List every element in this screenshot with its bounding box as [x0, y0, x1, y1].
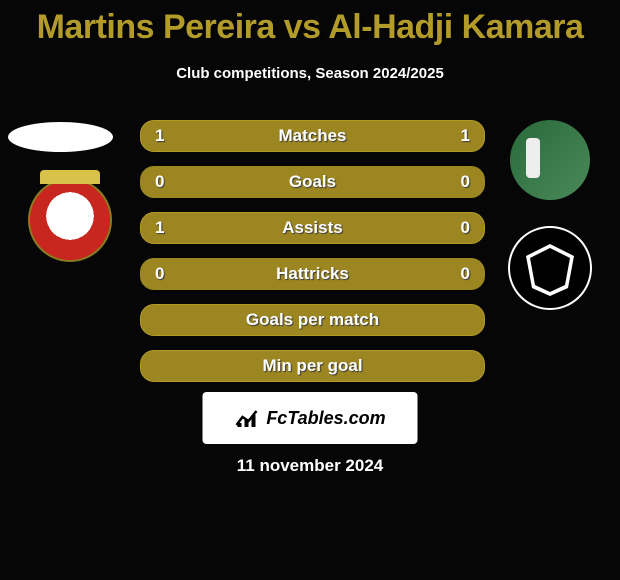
stat-value-right: 0 — [461, 218, 470, 238]
team-left-crest — [28, 178, 112, 262]
stat-row: Assists 1 0 — [140, 212, 485, 244]
stat-label: Goals per match — [246, 310, 379, 330]
stat-label: Goals — [289, 172, 336, 192]
player-left-name: Martins Pereira — [37, 8, 275, 46]
stat-value-left: 0 — [155, 264, 164, 284]
team-right-crest — [508, 226, 592, 310]
stat-bars: Matches11Goals00Assists10Hattricks00Goal… — [140, 120, 485, 396]
player-left-avatar — [8, 122, 113, 152]
stat-label: Min per goal — [262, 356, 362, 376]
stat-label: Assists — [282, 218, 342, 238]
footer-date: 11 november 2024 — [0, 456, 620, 476]
stat-row: Min per goal — [140, 350, 485, 382]
player-right-avatar — [510, 120, 590, 200]
stat-row: Goals 0 0 — [140, 166, 485, 198]
stat-value-left: 1 — [155, 218, 164, 238]
stat-value-right: 1 — [461, 126, 470, 146]
fctables-text: FcTables.com — [266, 408, 385, 429]
stat-value-right: 0 — [461, 172, 470, 192]
stat-label: Hattricks — [276, 264, 349, 284]
vs-label: vs — [284, 8, 321, 46]
subtitle: Club competitions, Season 2024/2025 — [0, 65, 620, 82]
player-right-name: Al-Hadji Kamara — [328, 8, 583, 46]
stat-label: Matches — [278, 126, 346, 146]
stat-row: Hattricks 0 0 — [140, 258, 485, 290]
stat-row: Matches 1 1 — [140, 120, 485, 152]
stat-row: Goals per match — [140, 304, 485, 336]
fctables-icon — [234, 407, 260, 429]
stat-value-right: 0 — [461, 264, 470, 284]
stat-value-left: 1 — [155, 126, 164, 146]
page-title: Martins Pereira vs Al-Hadji Kamara — [0, 0, 620, 47]
stat-value-left: 0 — [155, 172, 164, 192]
fctables-badge: FcTables.com — [203, 392, 418, 444]
